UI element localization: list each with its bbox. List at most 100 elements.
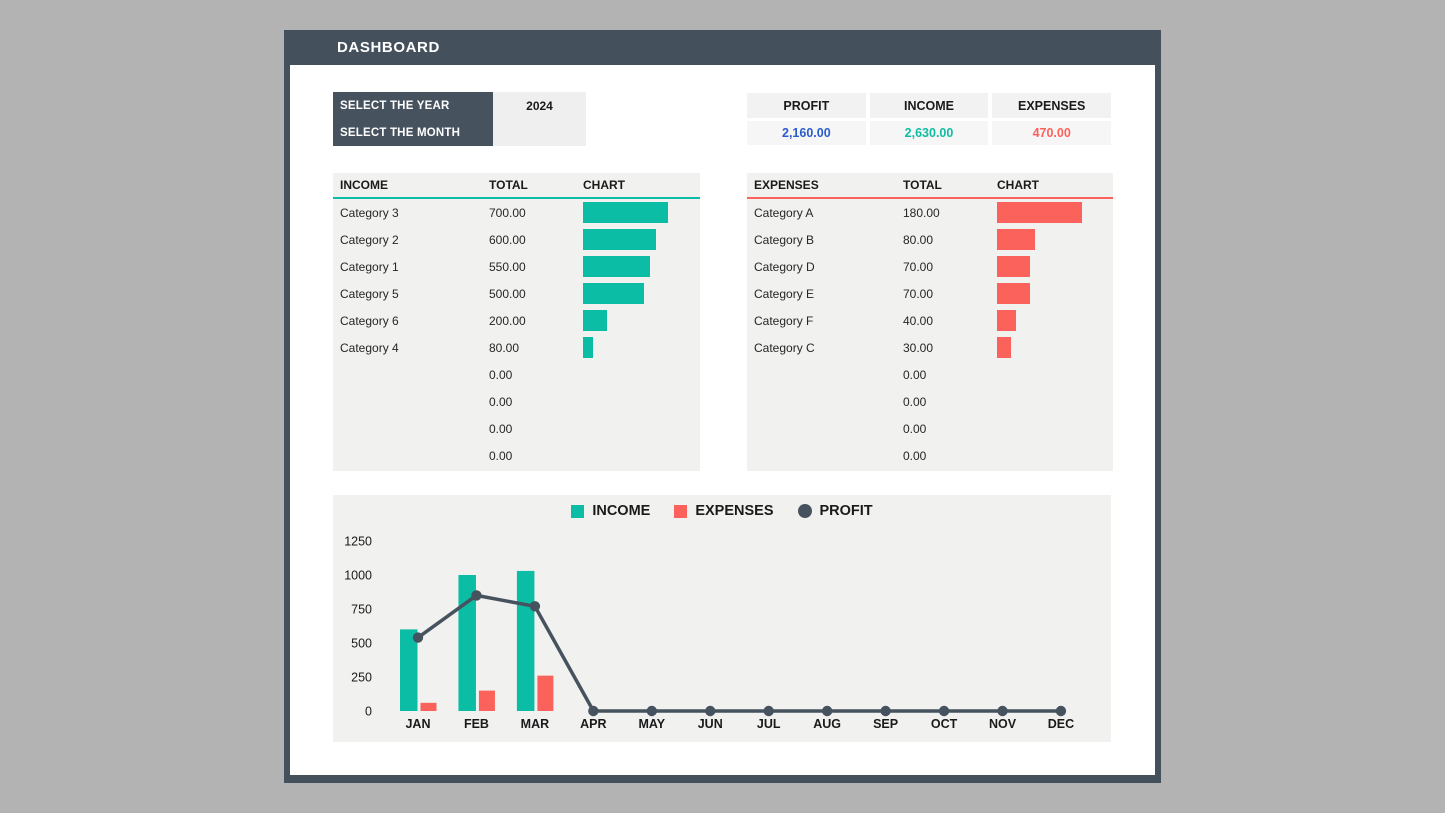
- x-axis-month-label: JUL: [757, 717, 781, 731]
- row-total-value: 0.00: [489, 394, 513, 409]
- table-row: 0.00: [333, 388, 700, 415]
- row-total-value: 180.00: [903, 205, 940, 220]
- row-category-label: Category F: [754, 313, 814, 328]
- table-row: Category E 70.00: [747, 280, 1113, 307]
- x-axis-month-label: OCT: [931, 717, 958, 731]
- income-bar: [458, 575, 476, 711]
- table-row: Category A 180.00: [747, 199, 1113, 226]
- table-row: Category 1 550.00: [333, 253, 700, 280]
- year-select[interactable]: 2024: [493, 92, 586, 119]
- column-header-name: INCOME: [340, 178, 388, 192]
- profit-marker: [821, 705, 833, 717]
- profit-marker: [938, 705, 950, 717]
- row-bar: [997, 310, 1016, 331]
- row-chart-cell: [997, 229, 1113, 250]
- profit-marker: [997, 705, 1008, 717]
- row-bar: [997, 229, 1035, 250]
- summary-card-value: 470.00: [992, 121, 1112, 145]
- row-chart-cell: [583, 283, 700, 304]
- x-axis-month-label: SEP: [873, 717, 898, 731]
- row-bar: [997, 337, 1012, 358]
- legend-item-expenses: EXPENSES: [674, 503, 774, 519]
- table-row: Category 4 80.00: [333, 334, 700, 361]
- table-row: Category 5 500.00: [333, 280, 700, 307]
- panel-body: SELECT THE YEAR SELECT THE MONTH 2024 PR…: [290, 65, 1155, 775]
- x-axis-month-label: JAN: [405, 717, 430, 731]
- summary-card-value: 2,160.00: [747, 121, 866, 145]
- row-chart-cell: [997, 310, 1113, 331]
- row-total-value: 600.00: [489, 232, 526, 247]
- row-category-label: Category 6: [340, 313, 399, 328]
- column-header-name: EXPENSES: [754, 178, 819, 192]
- row-total-value: 80.00: [903, 232, 934, 247]
- page-title: DASHBOARD: [337, 39, 440, 56]
- table-row: Category B 80.00: [747, 226, 1113, 253]
- legend-label: PROFIT: [819, 503, 873, 519]
- row-chart-cell: [583, 256, 700, 277]
- x-axis-month-label: APR: [580, 717, 606, 731]
- profit-marker: [471, 590, 482, 601]
- row-bar: [583, 256, 650, 277]
- summary-card-value: 2,630.00: [869, 121, 989, 145]
- row-total-value: 0.00: [903, 448, 927, 463]
- row-bar: [583, 337, 593, 358]
- row-total-value: 0.00: [903, 394, 927, 409]
- row-category-label: Category D: [754, 259, 815, 274]
- row-total-value: 0.00: [489, 421, 513, 436]
- summary-card-label: PROFIT: [747, 93, 866, 118]
- row-total-value: 0.00: [489, 448, 513, 463]
- row-category-label: Category 1: [340, 259, 399, 274]
- legend-label: INCOME: [592, 503, 651, 519]
- expenses-bar: [537, 675, 554, 711]
- profit-line: [416, 593, 1063, 713]
- legend-marker-square-icon: [571, 504, 585, 518]
- legend-marker-circle-icon: [797, 504, 812, 518]
- month-select[interactable]: [493, 119, 586, 146]
- table-row: 0.00: [747, 388, 1113, 415]
- y-axis-tick-label: 250: [351, 671, 372, 685]
- row-total-value: 0.00: [903, 421, 927, 436]
- row-category-label: Category 5: [340, 286, 399, 301]
- chart-plot-area: 0 250 500 750 1000 1250 JAN FEB MAR APR MAY JUN JUL A…: [344, 535, 1074, 732]
- table-row: Category 2 600.00: [333, 226, 700, 253]
- x-axis-month-label: DEC: [1048, 717, 1074, 731]
- row-category-label: Category 4: [340, 340, 399, 355]
- table-row: Category F 40.00: [747, 307, 1113, 334]
- table-row: 0.00: [747, 361, 1113, 388]
- expenses-bar: [420, 702, 437, 711]
- dashboard-panel: DASHBOARD SELECT THE YEAR SELECT THE MON…: [284, 30, 1161, 783]
- profit-marker: [412, 632, 424, 643]
- summary-card: PROFIT 2,160.00: [747, 93, 866, 145]
- x-axis-month-label: MAY: [638, 717, 665, 731]
- period-selector-values: 2024: [493, 92, 586, 146]
- summary-cards: PROFIT 2,160.00 INCOME 2,630.00 EXPENSES 470.…: [747, 93, 1112, 145]
- legend-item-income: INCOME: [571, 503, 650, 519]
- table-header-row: EXPENSES TOTAL CHART: [747, 173, 1113, 199]
- summary-card: INCOME 2,630.00: [869, 93, 989, 145]
- legend-label: EXPENSES: [695, 503, 774, 519]
- row-total-value: 700.00: [489, 205, 526, 220]
- select-month-label: SELECT THE MONTH: [340, 126, 461, 139]
- table-row: Category C 30.00: [747, 334, 1113, 361]
- table-row: 0.00: [747, 415, 1113, 442]
- row-bar: [997, 256, 1031, 277]
- period-selector: SELECT THE YEAR SELECT THE MONTH 2024: [333, 92, 586, 146]
- row-chart-cell: [997, 337, 1113, 358]
- column-header-total: TOTAL: [489, 178, 528, 192]
- column-header-chart: CHART: [997, 178, 1039, 192]
- row-bar: [583, 283, 644, 304]
- panel-header: DASHBOARD: [284, 30, 1161, 65]
- summary-card-label: EXPENSES: [992, 93, 1112, 118]
- row-total-value: 500.00: [489, 286, 526, 301]
- table-row: 0.00: [333, 442, 700, 469]
- row-bar: [583, 202, 668, 223]
- row-total-value: 40.00: [903, 313, 934, 328]
- y-axis-tick-label: 1250: [344, 535, 372, 549]
- row-chart-cell: [583, 229, 700, 250]
- column-header-total: TOTAL: [903, 178, 942, 192]
- select-year-label: SELECT THE YEAR: [340, 99, 450, 112]
- row-category-label: Category B: [754, 232, 815, 247]
- table-header-row: INCOME TOTAL CHART: [333, 173, 700, 199]
- y-axis-tick-label: 0: [365, 705, 372, 719]
- row-chart-cell: [583, 310, 700, 331]
